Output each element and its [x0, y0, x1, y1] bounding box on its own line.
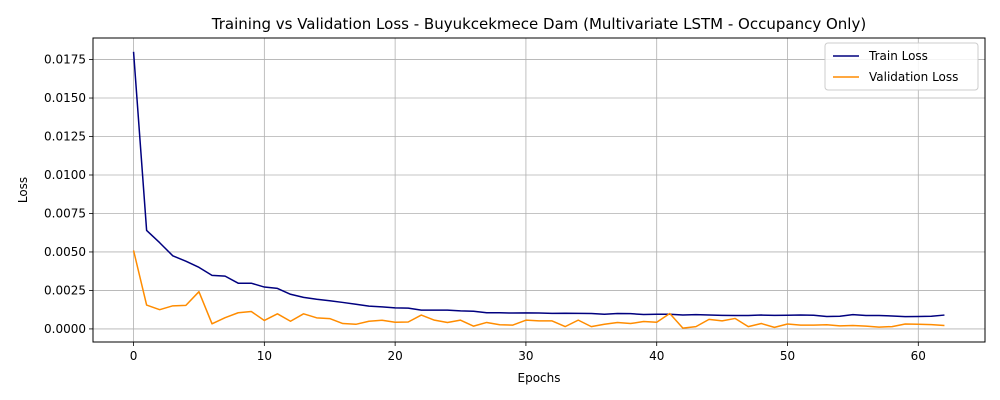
- x-axis-label: Epochs: [518, 371, 561, 385]
- y-tick-label: 0.0050: [44, 245, 86, 259]
- plot-frame: [92, 37, 986, 343]
- y-tick-label: 0.0100: [44, 168, 86, 182]
- validation-loss-line: [132, 250, 945, 329]
- train-loss-line: [132, 51, 945, 318]
- x-tick-label: 0: [130, 349, 138, 363]
- series-layer: [132, 51, 945, 329]
- train-loss-legend-label: Train Loss: [868, 49, 928, 63]
- x-tick-label: 10: [257, 349, 272, 363]
- chart-title: Training vs Validation Loss - Buyukcekme…: [211, 15, 866, 33]
- grid-layer: [93, 38, 985, 342]
- x-tick-label: 40: [649, 349, 664, 363]
- validation-loss-legend-label: Validation Loss: [869, 70, 958, 84]
- y-tick-label: 0.0125: [44, 130, 86, 144]
- legend: Train Loss Validation Loss: [824, 42, 979, 91]
- y-tick-label: 0.0025: [44, 283, 86, 297]
- ticks-layer: 0 10 20 30 40 50 60 0.0000 0.0025 0.0050 0.0075 0.0…: [44, 53, 926, 363]
- y-tick-label: 0.0000: [44, 322, 86, 336]
- x-tick-label: 60: [911, 349, 926, 363]
- y-tick-label: 0.0150: [44, 91, 86, 105]
- x-tick-label: 30: [518, 349, 533, 363]
- legend-box: [824, 42, 979, 91]
- y-axis-label: Loss: [16, 177, 30, 203]
- x-tick-label: 50: [780, 349, 795, 363]
- x-tick-label: 20: [387, 349, 402, 363]
- y-tick-label: 0.0175: [44, 53, 86, 67]
- y-tick-label: 0.0075: [44, 206, 86, 220]
